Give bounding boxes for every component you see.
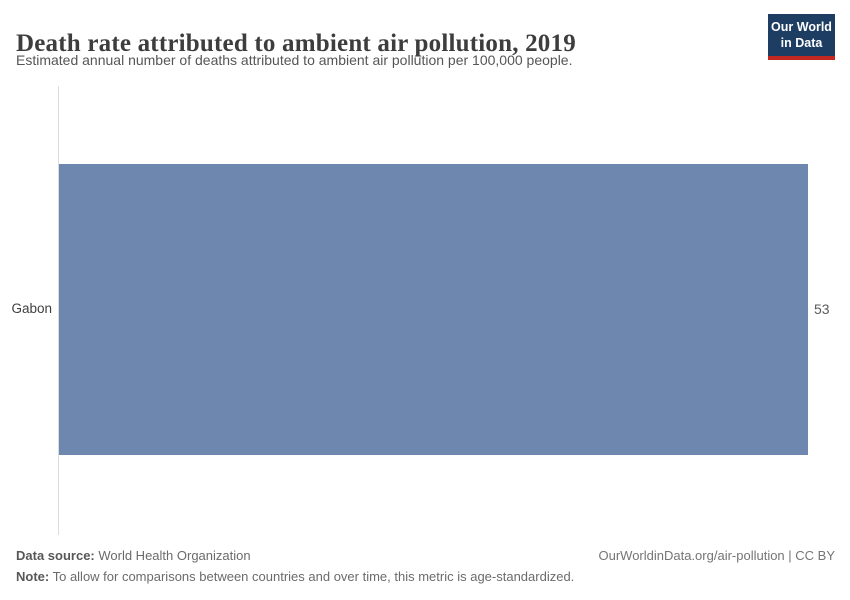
attribution-link[interactable]: OurWorldinData.org/air-pollution | CC BY: [598, 548, 835, 563]
data-source-label: Data source:: [16, 548, 95, 563]
value-label-gabon: 53: [814, 301, 830, 317]
note-value: To allow for comparisons between countri…: [49, 569, 575, 584]
data-source-value: World Health Organization: [94, 548, 251, 563]
category-label-gabon[interactable]: Gabon: [11, 301, 52, 316]
chart-subtitle: Estimated annual number of deaths attrib…: [16, 52, 573, 68]
plot-area: [59, 86, 808, 535]
owid-logo-line2: in Data: [780, 36, 823, 50]
y-axis-line: [58, 86, 59, 535]
data-source-line: Data source: World Health Organization: [16, 548, 251, 563]
note-line: Note: To allow for comparisons between c…: [16, 569, 574, 584]
owid-logo[interactable]: Our World in Data: [768, 14, 835, 60]
owid-logo-line1: Our World: [771, 19, 832, 34]
bar-gabon[interactable]: [59, 164, 808, 455]
note-label: Note:: [16, 569, 50, 584]
chart-title: Death rate attributed to ambient air pol…: [16, 29, 576, 57]
